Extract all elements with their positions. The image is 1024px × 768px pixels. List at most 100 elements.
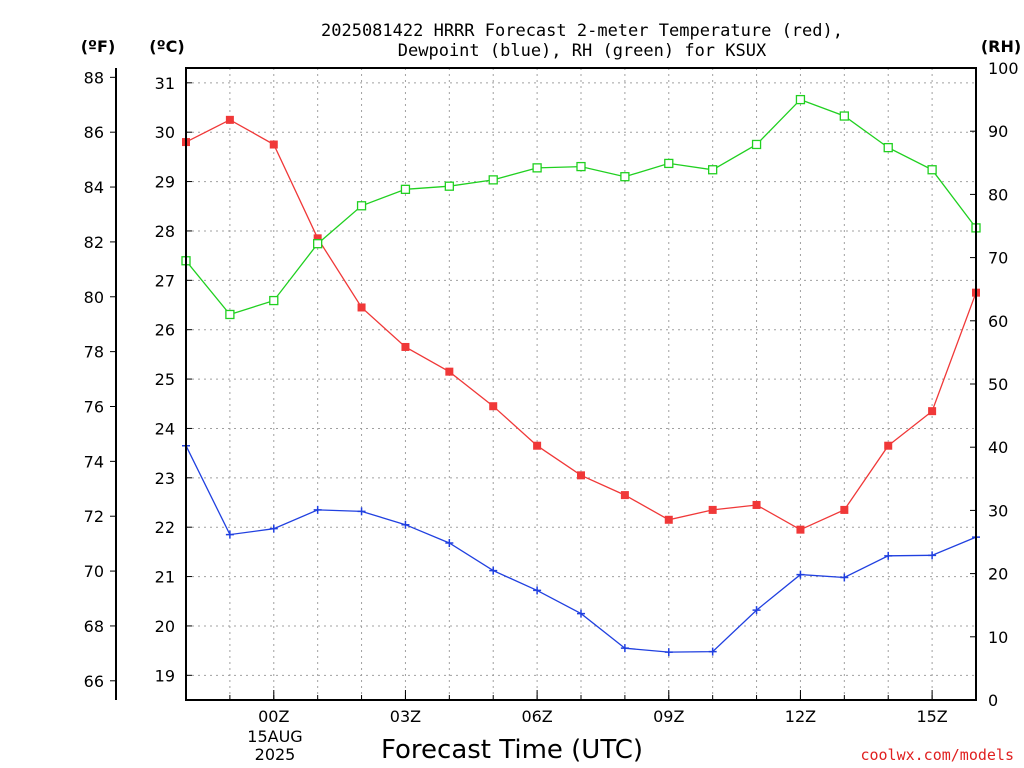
fahrenheit-unit-label: (ºF)	[81, 37, 116, 56]
dewpoint-data-point	[357, 507, 366, 516]
credit-text: coolwx.com/models	[860, 746, 1014, 764]
dewpoint-data-point	[401, 520, 410, 529]
rh-data-point	[400, 184, 411, 194]
rh-unit-label: (RH)	[981, 37, 1021, 56]
plot-frame	[185, 67, 977, 701]
celsius-unit-label: (ºC)	[149, 37, 184, 56]
date-label-day: 15AUG	[247, 727, 302, 746]
fahrenheit-tick-label: 70	[84, 562, 104, 581]
rh-tick-label: 60	[988, 312, 1008, 331]
celsius-tick-label: 26	[155, 321, 175, 340]
rh-tick-label: 20	[988, 565, 1008, 584]
axis-ticks: 19 20 21 22 23 24 25 26 27 28 29 30 31 00Z 03Z 06Z 09Z 12…	[84, 59, 1019, 726]
dewpoint-data-point	[489, 566, 498, 575]
temperature-data-point	[445, 367, 454, 376]
celsius-tick-label: 28	[155, 222, 175, 241]
rh-data-point	[444, 181, 454, 191]
celsius-tick-label: 23	[155, 469, 175, 488]
dewpoint-data-point	[533, 586, 542, 595]
temperature-data-point	[752, 500, 761, 509]
time-tick-label: 12Z	[785, 707, 816, 726]
rh-tick-label: 0	[988, 691, 998, 710]
fahrenheit-tick-label: 72	[84, 507, 104, 526]
rh-data-point	[708, 165, 718, 175]
chart-title-line2: Dewpoint (blue), RH (green) for KSUX	[398, 41, 767, 61]
rh-tick-label: 10	[988, 628, 1008, 647]
celsius-tick-label: 24	[155, 419, 175, 438]
fahrenheit-tick-label: 82	[84, 233, 104, 252]
celsius-tick-label: 29	[155, 173, 175, 192]
temperature-data-point	[664, 515, 673, 524]
fahrenheit-tick-label: 68	[84, 617, 104, 636]
fahrenheit-tick-label: 74	[84, 452, 104, 471]
rh-data-point	[839, 111, 849, 121]
time-tick-label: 09Z	[653, 707, 684, 726]
dewpoint-data-point	[664, 648, 673, 657]
time-tick-label: 06Z	[521, 707, 552, 726]
dewpoint-data-point	[796, 570, 805, 579]
rh-data-point	[883, 142, 893, 153]
dewpoint-data-point	[445, 538, 454, 547]
rh-data-point	[927, 165, 937, 175]
dewpoint-data-point	[269, 524, 278, 533]
rh-data-point	[313, 239, 323, 249]
x-axis-label: Forecast Time (UTC)	[381, 735, 643, 765]
rh-tick-label: 30	[988, 501, 1008, 520]
dewpoint-data-point	[620, 644, 629, 653]
fahrenheit-tick-label: 88	[84, 68, 104, 87]
rh-data-point	[269, 295, 279, 306]
fahrenheit-tick-label: 66	[84, 672, 104, 691]
temperature-data-point	[357, 303, 366, 312]
rh-data-point	[225, 309, 235, 320]
celsius-tick-label: 31	[155, 74, 175, 93]
temperature-data-point	[225, 115, 234, 124]
fahrenheit-tick-label: 78	[84, 343, 104, 362]
celsius-tick-label: 27	[155, 271, 175, 290]
dewpoint-data-point	[225, 530, 234, 539]
temperature-data-point	[928, 407, 937, 416]
fahrenheit-tick-label: 86	[84, 123, 104, 142]
rh-tick-label: 100	[988, 59, 1019, 78]
temperature-data-point	[313, 234, 322, 243]
dewpoint-data-point	[708, 647, 717, 656]
dewpoint-data-point	[313, 505, 322, 514]
celsius-tick-label: 30	[155, 123, 175, 142]
dewpoint-data-point	[752, 606, 761, 615]
fahrenheit-tick-label: 80	[84, 288, 104, 307]
dewpoint-data-point	[928, 551, 937, 560]
temperature-data-point	[796, 525, 805, 534]
rh-data-point	[751, 139, 762, 150]
rh-data-point	[664, 158, 674, 169]
temperature-data-point	[620, 491, 629, 500]
rh-tick-label: 50	[988, 375, 1008, 394]
rh-data-point	[620, 172, 630, 182]
fahrenheit-tick-label: 84	[84, 178, 104, 197]
rh-data-point	[488, 175, 498, 185]
rh-data-point	[356, 201, 367, 211]
rh-tick-label: 70	[988, 249, 1008, 268]
rh-tick-label: 90	[988, 122, 1008, 141]
celsius-tick-label: 25	[155, 370, 175, 389]
rh-data-point	[532, 163, 542, 173]
temperature-data-point	[401, 342, 410, 351]
dewpoint-data-point	[840, 573, 849, 582]
rh-data-point	[795, 94, 806, 105]
temperature-data-point	[533, 441, 542, 450]
time-tick-label: 03Z	[390, 707, 421, 726]
temperature-data-point	[840, 505, 849, 514]
rh-tick-label: 40	[988, 438, 1008, 457]
temperature-data-point	[269, 140, 278, 149]
chart-title-line1: 2025081422 HRRR Forecast 2-meter Tempera…	[321, 21, 843, 41]
temperature-data-point	[884, 441, 893, 450]
fahrenheit-tick-label: 76	[84, 397, 104, 416]
celsius-tick-label: 21	[155, 568, 175, 587]
rh-data-point	[576, 161, 586, 172]
temperature-data-point	[489, 402, 498, 411]
temperature-data-point	[708, 505, 717, 514]
celsius-tick-label: 22	[155, 518, 175, 537]
date-label-year: 2025	[255, 745, 296, 764]
celsius-tick-label: 19	[155, 666, 175, 685]
time-tick-label: 15Z	[916, 707, 947, 726]
temperature-series-line	[185, 119, 977, 531]
